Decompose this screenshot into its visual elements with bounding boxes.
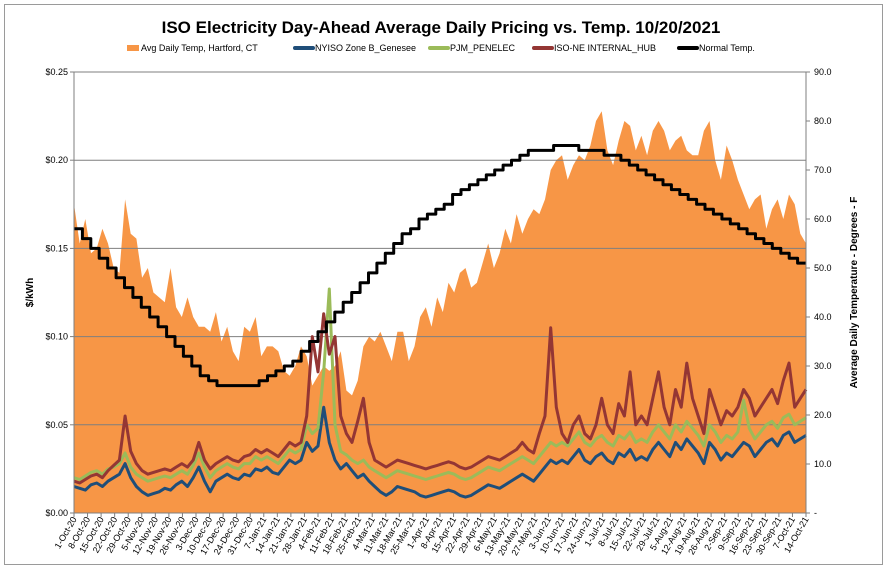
y-axis-title: $/kWh [25,278,36,307]
legend-label: NYISO Zone B_Genesee [315,43,416,53]
y2-tick-label: 60.0 [814,214,832,224]
legend-label: Avg Daily Temp, Hartford, CT [141,43,258,53]
primary-y-axis: $0.00 $0.05 $0.10 $0.15 $0.20 $0.25 [45,67,75,518]
series-line-iso-ne-internal-hub [73,312,808,485]
legend-item-normal-temp: Normal Temp. [677,43,755,53]
legend-item-iso-ne-internal-hub: ISO-NE INTERNAL_HUB [532,43,656,53]
y2-tick-label: - [814,508,817,518]
series-line-nyiso-zone-b-genesee [73,405,807,499]
y2-axis-title: Average Daily Temperature - Degrees - F [849,197,860,389]
y-tick-label: $0.05 [45,420,68,430]
legend-label: Normal Temp. [699,43,755,53]
legend-swatch [127,45,139,51]
series-line-pjm-penelec [73,287,807,483]
legend-label: ISO-NE INTERNAL_HUB [554,43,656,53]
y-tick-label: $0.00 [45,508,68,518]
y-tick-label: $0.25 [45,67,68,77]
legend-label: PJM_PENELEC [450,43,516,53]
y-tick-label: $0.20 [45,155,68,165]
legend-item-pjm-penelec: PJM_PENELEC [428,43,516,53]
legend-item-nyiso-zone-b-genesee: NYISO Zone B_Genesee [293,43,416,53]
x-axis: 1-Oct-208-Oct-2015-Oct-2022-Oct-2029-Oct… [53,512,811,557]
y-tick-label: $0.10 [45,332,68,342]
plot-area [73,71,808,513]
secondary-y-axis: - 10.0 20.0 30.0 40.0 50.0 60.0 70.0 80.0 90.0 [805,67,832,518]
chart-svg: ISO Electricity Day-Ahead Average Daily … [25,18,860,557]
y2-tick-label: 80.0 [814,116,832,126]
chart-title: ISO Electricity Day-Ahead Average Daily … [162,18,721,37]
series-line-normal-temp [74,144,806,388]
y2-tick-label: 90.0 [814,67,832,77]
legend-item-avg-daily-temp-hartford-ct: Avg Daily Temp, Hartford, CT [127,43,258,53]
y2-tick-label: 30.0 [814,361,832,371]
y2-tick-label: 40.0 [814,312,832,322]
y2-tick-label: 50.0 [814,263,832,273]
legend: Avg Daily Temp, Hartford, CT NYISO Zone B… [127,43,755,53]
y2-tick-label: 70.0 [814,165,832,175]
y2-tick-label: 10.0 [814,459,832,469]
y2-tick-label: 20.0 [814,410,832,420]
y-tick-label: $0.15 [45,243,68,253]
chart-frame: ISO Electricity Day-Ahead Average Daily … [4,4,883,565]
